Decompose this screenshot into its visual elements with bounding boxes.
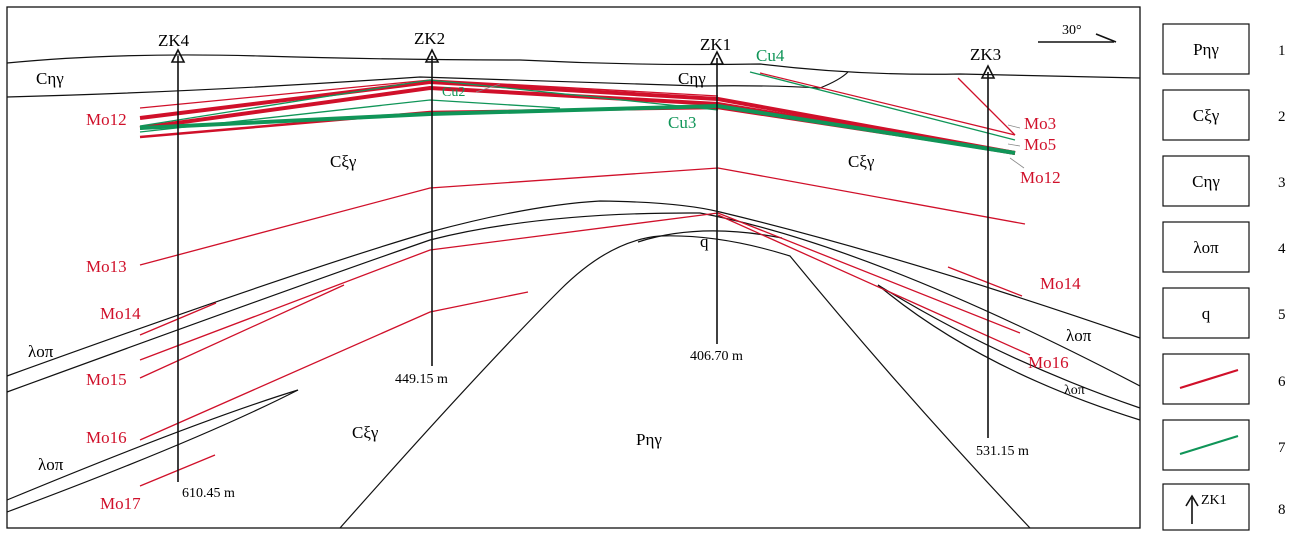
unit-label-q: q [700, 232, 709, 251]
dyke-upper-bottom [6, 212, 1141, 393]
legend-box-1 [1162, 23, 1250, 75]
borehole-label-zk2: ZK2 [414, 29, 445, 48]
boreholes [170, 48, 996, 482]
legend: Pηγ 1 Cξγ 2 Cηγ 3 λοπ 4 q 5 6 7 ZK1 8 [1162, 23, 1286, 531]
borehole-depth-zk4: 610.45 m [182, 486, 235, 501]
mo3-orebody [759, 72, 1016, 136]
legend-label-3: Cηγ [1192, 172, 1220, 191]
legend-box-5 [1162, 287, 1250, 339]
orebody-label-mo12-right: Mo12 [1020, 168, 1061, 187]
orebody-label-mo16-left: Mo16 [86, 428, 127, 447]
dyke-upper-top [6, 200, 1141, 377]
label-leaders [475, 83, 1025, 169]
molybdenum-orebody-line-icon [1179, 368, 1239, 390]
arrow-up-icon [709, 50, 725, 65]
mo15-orebody-lower [139, 284, 345, 379]
mo14-right-orebody [947, 266, 1023, 297]
copper-orebody-line-icon [1179, 434, 1239, 456]
cu2-orebody-lower [139, 99, 561, 133]
orebody-label-mo14-right: Mo14 [1040, 274, 1081, 293]
legend-number-6: 6 [1278, 374, 1286, 390]
cu3-orebody [139, 103, 1016, 155]
legend-number-4: 4 [1278, 241, 1286, 257]
unit-label-lambda-o-pi-lower-left: λοπ [38, 455, 64, 474]
legend-box-8 [1162, 483, 1250, 531]
cu2-orebody [139, 79, 719, 127]
orientation-label: 30° [1062, 23, 1082, 38]
borehole-depth-zk3: 531.15 m [976, 444, 1029, 459]
orebody-label-mo16-right: Mo16 [1028, 353, 1069, 372]
c-eta-gamma-lower-contact [6, 71, 849, 98]
legend-number-5: 5 [1278, 307, 1286, 323]
copper-labels: Cu2 Cu3 Cu4 [442, 46, 785, 132]
mo16-orebody [139, 291, 529, 441]
legend-box-2 [1162, 89, 1250, 141]
unit-label-c-xi-gamma-upper-left: Cξγ [330, 152, 357, 171]
borehole-label-zk3: ZK3 [970, 45, 1001, 64]
legend-box-3 [1162, 155, 1250, 207]
legend-label-2: Cξγ [1193, 106, 1220, 125]
orebody-label-mo3: Mo3 [1024, 114, 1056, 133]
topographic-surface [6, 54, 1141, 79]
arrow-right-icon [1038, 33, 1117, 43]
orebody-label-mo15: Mo15 [86, 370, 127, 389]
mo12-orebody [139, 79, 1016, 155]
borehole-label-zk4: ZK4 [158, 31, 190, 50]
legend-number-1: 1 [1278, 43, 1286, 59]
legend-number-3: 3 [1278, 175, 1286, 191]
dyke-lower-left-bottom [6, 389, 299, 513]
legend-label-4: λοπ [1193, 238, 1219, 257]
orebody-label-cu3: Cu3 [668, 113, 696, 132]
geology-contacts [6, 54, 1141, 529]
unit-label-lambda-o-pi-left: λοπ [28, 342, 54, 361]
unit-label-c-xi-gamma-upper-right: Cξγ [848, 152, 875, 171]
borehole-arrow-icon [1185, 494, 1199, 524]
orebody-label-mo17: Mo17 [100, 494, 141, 513]
legend-number-8: 8 [1278, 502, 1286, 518]
mo13-orebody [139, 167, 1026, 266]
cu4-orebody [749, 71, 1016, 141]
borehole-depth-zk1: 406.70 m [690, 349, 743, 364]
legend-number-7: 7 [1278, 440, 1286, 456]
legend-label-1: Pηγ [1193, 40, 1219, 59]
orebody-label-cu4: Cu4 [756, 46, 785, 65]
arrow-up-icon [980, 64, 996, 79]
orebody-label-mo12-left: Mo12 [86, 110, 127, 129]
dyke-right-branch-top [877, 284, 1141, 409]
orebody-label-mo5: Mo5 [1024, 135, 1056, 154]
molybdenum-labels: Mo12 Mo12 Mo13 Mo14 Mo14 Mo15 Mo16 Mo16 … [86, 110, 1081, 513]
borehole-depth-zk2: 449.15 m [395, 372, 448, 387]
arrow-up-icon [424, 48, 440, 63]
dyke-lower-left-top [6, 389, 299, 501]
unit-label-lambda-o-pi-right-small: λοπ [1064, 383, 1085, 398]
orebody-label-cu2: Cu2 [442, 85, 465, 100]
borehole-label-zk1: ZK1 [700, 35, 731, 54]
unit-label-lambda-o-pi-right: λοπ [1066, 326, 1092, 345]
dyke-right-branch-bottom [877, 284, 1141, 421]
legend-label-8: ZK1 [1201, 493, 1227, 508]
unit-label-c-eta-gamma-left: Cηγ [36, 69, 64, 88]
legend-box-4 [1162, 221, 1250, 273]
legend-number-2: 2 [1278, 109, 1286, 125]
copper-orebodies [139, 71, 1016, 155]
arrow-up-icon [170, 48, 186, 63]
unit-label-p-eta-gamma: Pηγ [636, 430, 662, 449]
unit-label-c-eta-gamma-right: Cηγ [678, 69, 706, 88]
orebody-label-mo14-left: Mo14 [100, 304, 141, 323]
legend-label-5: q [1202, 304, 1211, 323]
mo15-orebody [139, 212, 1021, 361]
q-body-top [637, 230, 783, 243]
orebody-label-mo13: Mo13 [86, 257, 127, 276]
section-frame [6, 6, 1141, 529]
mo16-orebody-right [717, 214, 1031, 356]
mo3-orebody-steep [957, 77, 1016, 136]
unit-label-c-xi-gamma-lower: Cξγ [352, 423, 379, 442]
